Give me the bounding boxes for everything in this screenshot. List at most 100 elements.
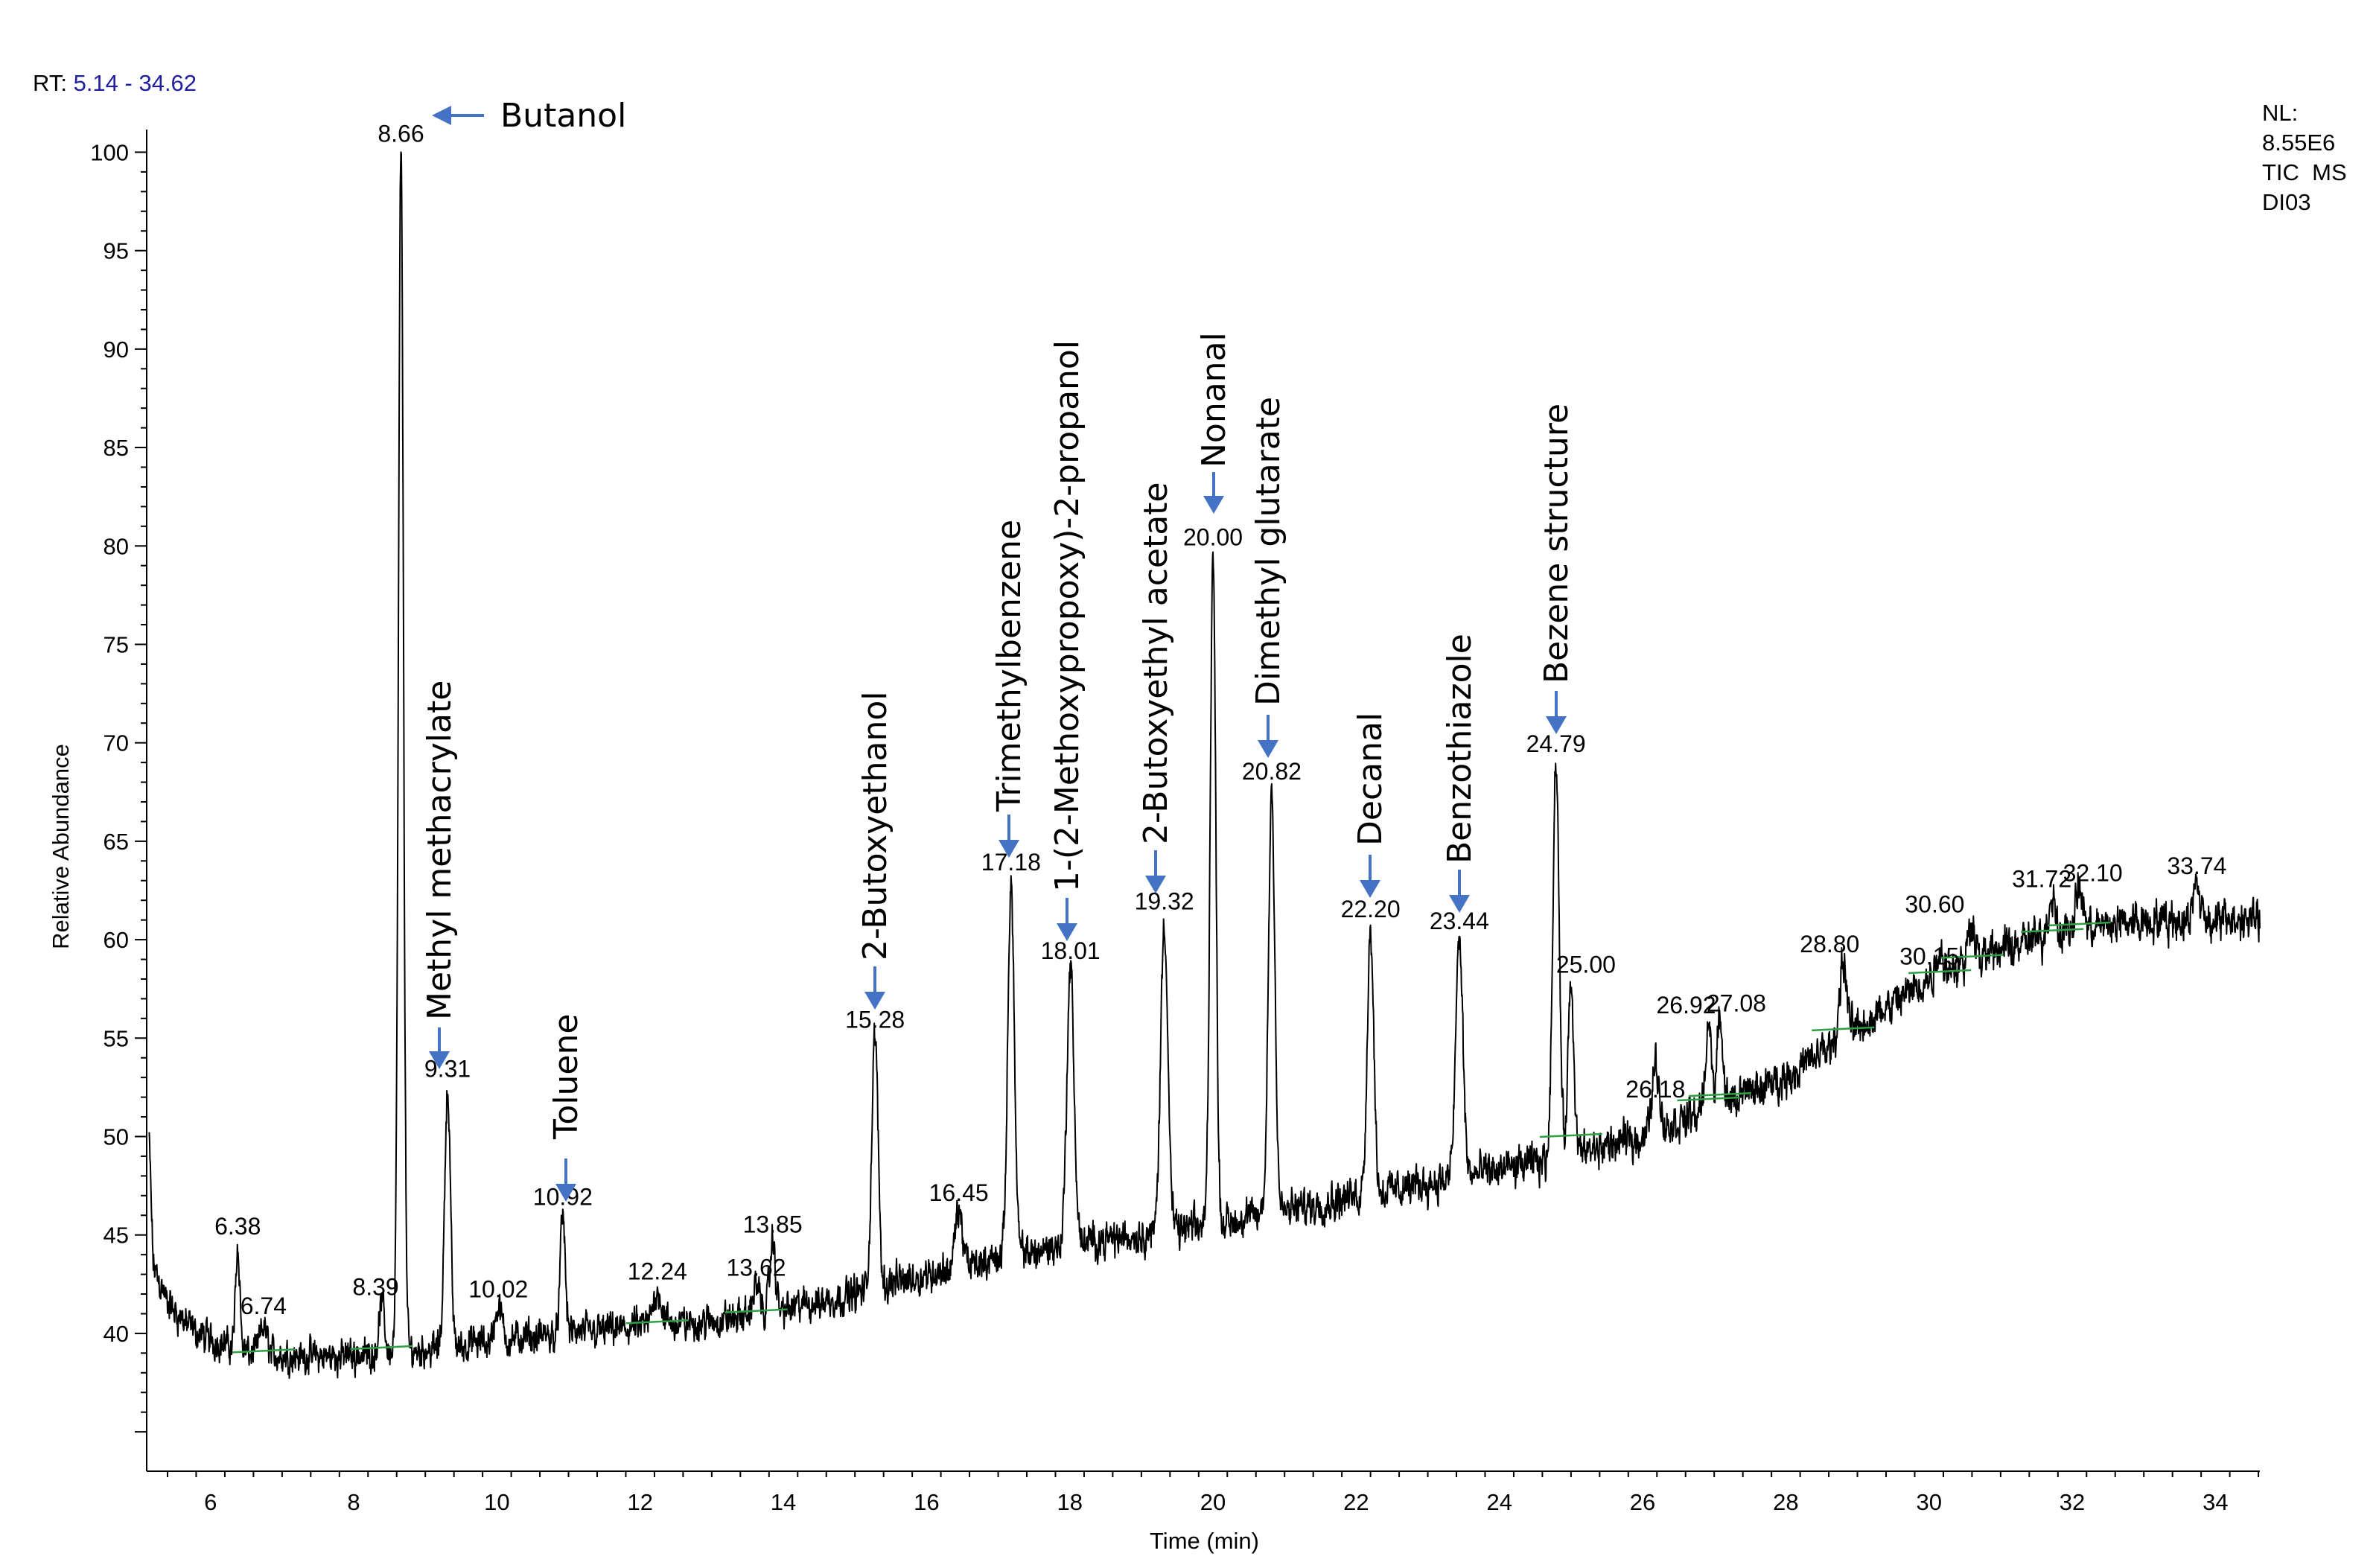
compound-annotation: 2-Butoxyethanol <box>856 692 894 1010</box>
y-tick-label: 45 <box>103 1223 129 1249</box>
peak-label: 26.18 <box>1625 1076 1685 1103</box>
y-tick-label: 50 <box>103 1124 129 1150</box>
arrow-down-icon <box>1258 740 1278 758</box>
y-tick-label: 55 <box>103 1025 129 1051</box>
y-tick-label: 75 <box>103 631 129 657</box>
x-tick-label: 26 <box>1630 1489 1655 1515</box>
compound-name: Butanol <box>500 97 626 135</box>
peak-label: 26.92 <box>1656 992 1716 1019</box>
y-tick-label: 90 <box>103 337 129 363</box>
arrow-down-icon <box>1145 876 1166 893</box>
peak-label: 6.38 <box>214 1213 261 1240</box>
arrow-down-icon <box>1449 895 1470 913</box>
integration-baseline-mark <box>2021 928 2084 933</box>
y-tick-label: 70 <box>103 730 129 756</box>
arrow-down-icon <box>999 840 1019 858</box>
peak-label: 30.60 <box>1905 891 1964 918</box>
peak-label: 20.82 <box>1242 758 1302 785</box>
normalization-block: NL: 8.55E6 TIC MS DI03 <box>2262 98 2347 217</box>
x-axis-title: Time (min) <box>1150 1528 1259 1554</box>
compound-annotation: Butanol <box>432 97 626 135</box>
peak-label: 15.28 <box>845 1006 905 1033</box>
integration-baseline-mark <box>1677 1096 1740 1102</box>
y-tick-label: 95 <box>103 238 129 264</box>
y-tick-label: 100 <box>90 139 129 165</box>
compound-name: Benzothiazole <box>1441 634 1479 864</box>
scan-type: TIC MS <box>2262 159 2347 185</box>
peak-label: 24.79 <box>1526 730 1586 757</box>
integration-baseline-mark <box>625 1319 689 1325</box>
axes: 40 45 50 55 60 65 70 75 80 85 90 95 100 6 8 10 12 14 16 18 2… <box>90 130 2260 1515</box>
y-axis-title: Relative Abundance <box>48 744 74 949</box>
integration-baseline-mark <box>1688 1091 1751 1097</box>
peak-label: 13.85 <box>743 1211 803 1237</box>
compound-annotation: Benzothiazole <box>1441 634 1479 913</box>
y-tick-label: 60 <box>103 927 129 953</box>
peak-label: 20.00 <box>1183 523 1243 550</box>
compound-annotation: Nonanal <box>1195 332 1233 514</box>
x-tick-label: 12 <box>627 1489 652 1515</box>
compound-annotation: 2-Butoxyethyl acetate <box>1137 482 1175 893</box>
x-tick-label: 14 <box>771 1489 796 1515</box>
peak-label: 28.80 <box>1800 931 1859 957</box>
compound-name: Trimethylbenzene <box>990 520 1028 812</box>
trace-layer <box>148 151 2261 1379</box>
peak-label: 25.00 <box>1556 951 1616 978</box>
peak-label: 8.39 <box>352 1273 398 1300</box>
x-tick-label: 10 <box>484 1489 509 1515</box>
peak-label: 12.24 <box>628 1258 687 1285</box>
rt-range-label: RT: 5.14 - 34.62 <box>33 70 197 97</box>
compound-annotation: Decanal <box>1351 713 1389 898</box>
peak-label: 9.31 <box>424 1055 471 1082</box>
arrow-left-icon <box>432 106 451 125</box>
compound-name: Decanal <box>1351 713 1389 846</box>
peak-label: 33.74 <box>2167 852 2226 879</box>
rt-prefix: RT: <box>33 70 67 96</box>
integration-baseline-mark <box>350 1345 413 1351</box>
integration-baseline-mark <box>1812 1026 1875 1032</box>
x-tick-label: 18 <box>1057 1489 1082 1515</box>
baseline-marks <box>232 921 2111 1354</box>
peak-label: 18.01 <box>1041 937 1101 964</box>
arrow-down-icon <box>429 1051 450 1069</box>
x-tick-label: 30 <box>1916 1489 1941 1515</box>
peak-label: 30.15 <box>1899 943 1959 969</box>
peak-label: 6.74 <box>241 1293 287 1319</box>
compound-name: Nonanal <box>1195 332 1233 468</box>
arrow-down-icon <box>864 992 885 1010</box>
peak-label: 32.10 <box>2063 859 2123 886</box>
peak-label: 27.08 <box>1707 989 1766 1016</box>
peak-label: 16.45 <box>929 1179 989 1206</box>
compound-annotation: Bezene structure <box>1538 404 1576 734</box>
compound-annotation: Trimethylbenzene <box>990 520 1028 858</box>
arrow-down-icon <box>1546 716 1567 734</box>
peak-label: 22.20 <box>1341 896 1401 922</box>
compound-name: 2-Butoxyethanol <box>856 692 894 960</box>
integration-baseline-mark <box>1908 969 1972 975</box>
sample-name: DI03 <box>2262 189 2311 215</box>
x-tick-label: 28 <box>1773 1489 1798 1515</box>
y-tick-label: 80 <box>103 533 129 559</box>
nl-label: NL: <box>2262 100 2299 126</box>
integration-baseline-mark <box>724 1308 788 1313</box>
compound-annotation: Toluene <box>547 1014 585 1202</box>
peak-label: 8.66 <box>378 120 424 147</box>
compound-name: 2-Butoxyethyl acetate <box>1137 482 1175 845</box>
y-tick-label: 65 <box>103 829 129 855</box>
arrow-down-icon <box>555 1184 576 1202</box>
compound-name: 1-(2-Methoxypropoxy)-2-propanol <box>1048 340 1086 892</box>
x-tick-label: 16 <box>914 1489 939 1515</box>
compound-annotation: 1-(2-Methoxypropoxy)-2-propanol <box>1048 340 1086 941</box>
compound-annotation: Methyl methacrylate <box>421 681 459 1069</box>
y-tick-label: 40 <box>103 1321 129 1347</box>
peak-label: 13.62 <box>726 1254 786 1281</box>
peak-label: 31.72 <box>2012 865 2071 892</box>
rt-range-value: 5.14 - 34.62 <box>73 70 197 96</box>
x-tick-label: 20 <box>1200 1489 1226 1515</box>
compound-name: Dimethyl glutarate <box>1249 397 1287 706</box>
compound-name: Methyl methacrylate <box>421 681 459 1020</box>
x-tick-label: 32 <box>2060 1489 2085 1515</box>
compound-name: Bezene structure <box>1538 404 1576 683</box>
